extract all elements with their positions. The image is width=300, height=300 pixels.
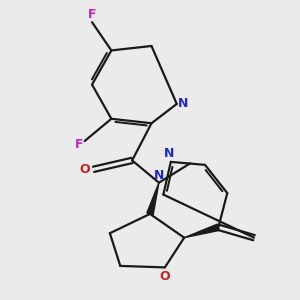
Text: N: N bbox=[164, 147, 175, 160]
Polygon shape bbox=[184, 224, 219, 238]
Text: N: N bbox=[178, 98, 188, 110]
Text: O: O bbox=[160, 270, 170, 283]
Text: F: F bbox=[88, 8, 96, 21]
Polygon shape bbox=[147, 183, 159, 215]
Text: N: N bbox=[154, 169, 164, 182]
Text: F: F bbox=[74, 138, 83, 151]
Text: O: O bbox=[79, 163, 90, 176]
